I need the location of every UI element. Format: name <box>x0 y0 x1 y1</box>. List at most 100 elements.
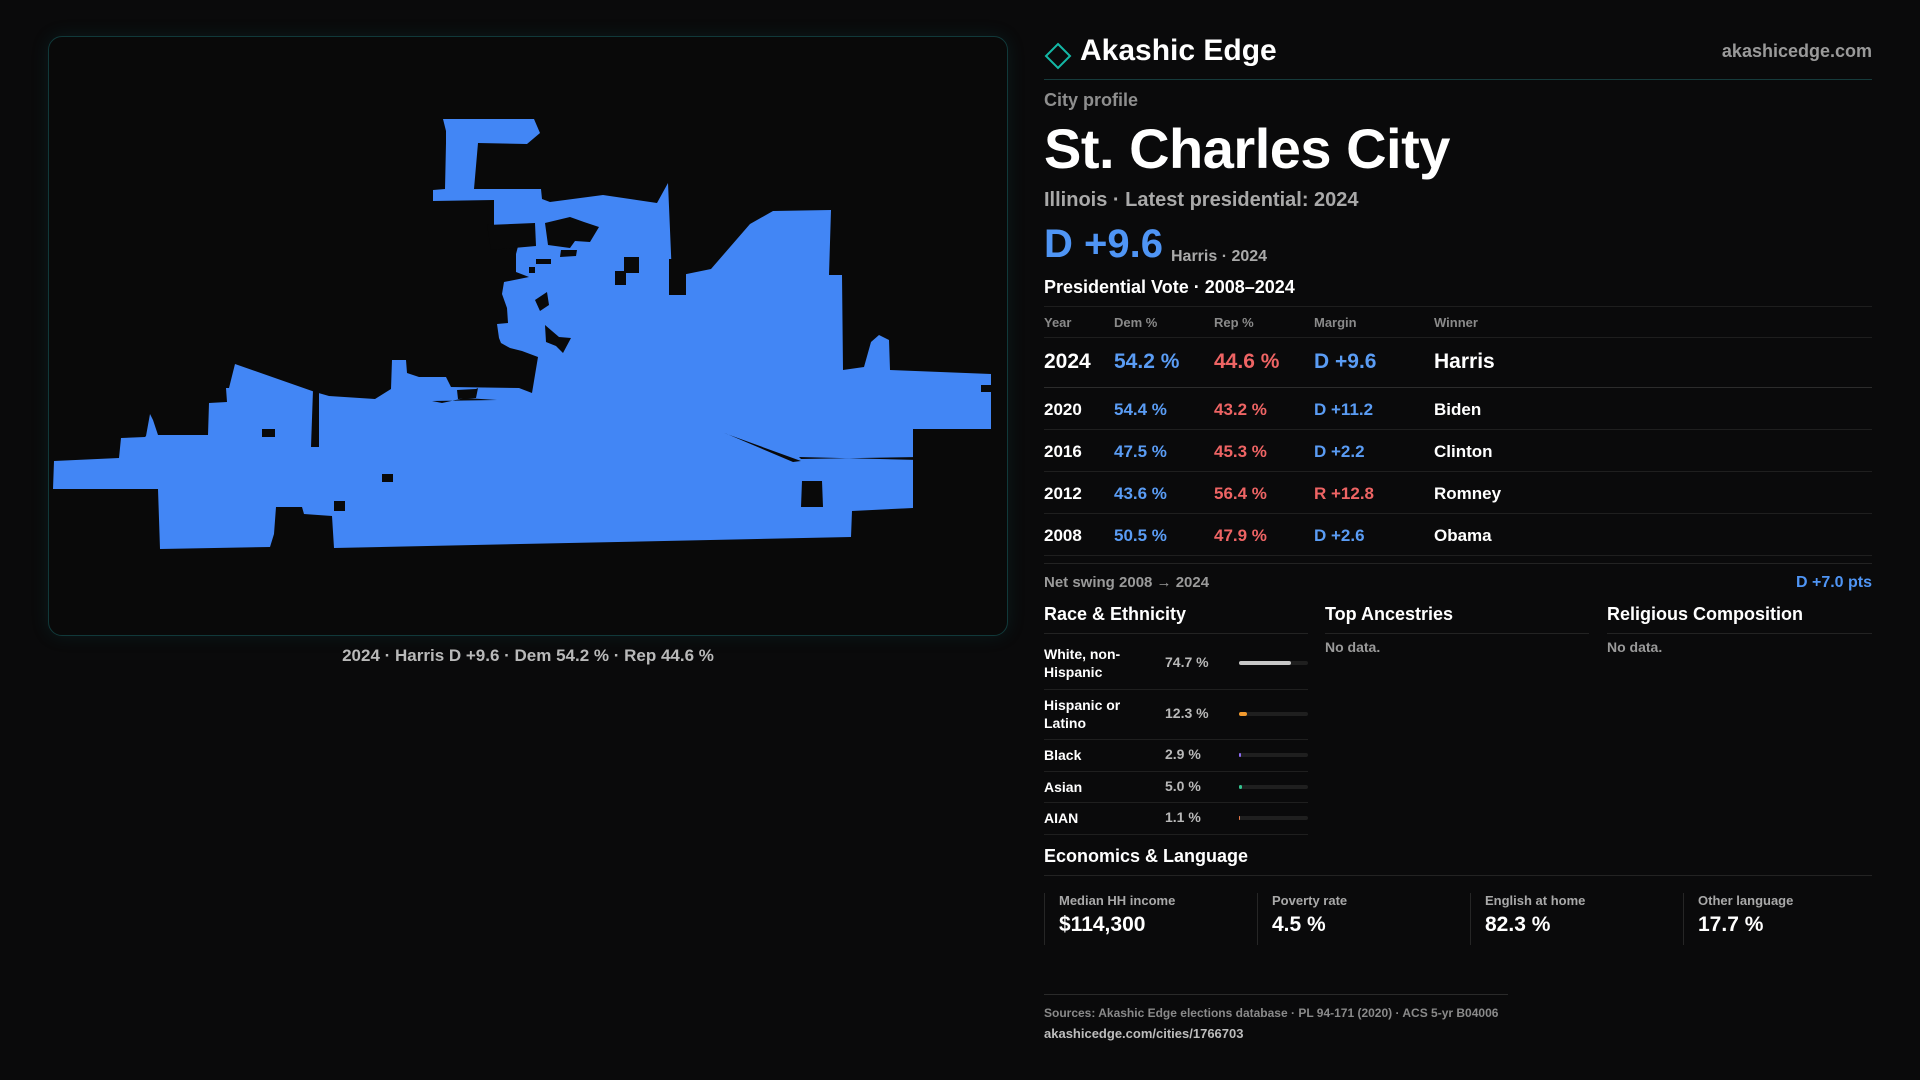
race-value: 12.3 % <box>1165 705 1209 721</box>
table-row: 2008 50.5 % 47.9 % D +2.6 Obama <box>1044 514 1872 556</box>
economics-section-title: Economics & Language <box>1044 846 1249 866</box>
race-bar-track <box>1239 661 1308 665</box>
race-bar-track <box>1239 753 1308 757</box>
cell-year: 2016 <box>1044 442 1082 461</box>
cell-margin: D +9.6 <box>1314 350 1377 373</box>
headline-margin: D +9.6 <box>1044 222 1163 266</box>
race-row: AIAN 1.1 % <box>1044 803 1308 835</box>
column-header-year: Year <box>1044 315 1072 330</box>
cell-rep: 56.4 % <box>1214 484 1267 503</box>
profile-subtitle: Illinois · Latest presidential: 2024 <box>1044 189 1359 211</box>
stat-english-at-home: English at home 82.3 % <box>1470 893 1680 945</box>
profile-kind-label: City profile <box>1044 90 1139 110</box>
table-row: 2020 54.4 % 43.2 % D +11.2 Biden <box>1044 388 1872 430</box>
cell-dem: 54.2 % <box>1114 350 1180 373</box>
table-header: Year Dem % Rep % Margin Winner <box>1044 306 1872 338</box>
race-label: White, non-Hispanic <box>1044 646 1121 680</box>
religion-section-title: Religious Composition <box>1607 604 1803 624</box>
cell-winner: Romney <box>1434 484 1502 503</box>
cell-year: 2020 <box>1044 400 1082 419</box>
map-caption: 2024 · Harris D +9.6 · Dem 54.2 % · Rep … <box>342 646 714 665</box>
race-row: White, non-Hispanic 74.7 % <box>1044 640 1308 690</box>
brand-name: Akashic Edge <box>1080 34 1277 67</box>
cell-rep: 44.6 % <box>1214 350 1280 373</box>
city-boundary-map[interactable] <box>48 36 1008 636</box>
cell-margin: D +2.6 <box>1314 526 1365 545</box>
race-row: Hispanic or Latino 12.3 % <box>1044 690 1308 740</box>
race-bar-track <box>1239 712 1308 716</box>
religion-section-header: Religious Composition <box>1607 600 1872 634</box>
cell-margin: D +2.2 <box>1314 442 1365 461</box>
cell-winner: Clinton <box>1434 442 1493 461</box>
city-profile-panel: Akashic Edge akashicedge.com City profil… <box>1044 0 1872 1080</box>
headline-note: Harris · 2024 <box>1171 248 1268 265</box>
cell-winner: Harris <box>1434 350 1495 373</box>
race-value: 74.7 % <box>1165 654 1209 670</box>
race-bar-fill <box>1239 661 1291 665</box>
cell-year: 2008 <box>1044 526 1082 545</box>
net-swing-row: Net swing 2008 → 2024 D +7.0 pts <box>1044 563 1872 593</box>
race-bar-fill <box>1239 712 1248 716</box>
stat-value: 4.5 % <box>1272 913 1326 936</box>
city-boundary-svg <box>53 119 991 549</box>
stat-label: Poverty rate <box>1272 893 1348 908</box>
stat-median-income: Median HH income $114,300 <box>1044 893 1254 945</box>
presidential-vote-table: Year Dem % Rep % Margin Winner 2024 54.2… <box>1044 306 1872 556</box>
race-value: 2.9 % <box>1165 746 1201 762</box>
vote-table-title: Presidential Vote · 2008–2024 <box>1044 277 1295 297</box>
diamond-logo-icon <box>1044 42 1072 70</box>
cell-rep: 47.9 % <box>1214 526 1267 545</box>
column-header-winner: Winner <box>1434 315 1478 330</box>
column-header-margin: Margin <box>1314 315 1357 330</box>
table-row: 2012 43.6 % 56.4 % R +12.8 Romney <box>1044 472 1872 514</box>
ancestries-empty: No data. <box>1325 639 1381 655</box>
cell-rep: 45.3 % <box>1214 442 1267 461</box>
column-header-dem: Dem % <box>1114 315 1158 330</box>
stat-label: English at home <box>1485 893 1586 908</box>
stat-value: $114,300 <box>1059 913 1146 936</box>
net-swing-value: D +7.0 pts <box>1795 574 1872 591</box>
religion-empty: No data. <box>1607 639 1663 655</box>
stat-poverty-rate: Poverty rate 4.5 % <box>1257 893 1467 945</box>
cell-winner: Obama <box>1434 526 1492 545</box>
table-row: 2024 54.2 % 44.6 % D +9.6 Harris <box>1044 338 1872 388</box>
stat-other-language: Other language 17.7 % <box>1683 893 1893 945</box>
column-header-rep: Rep % <box>1214 315 1254 330</box>
cell-dem: 43.6 % <box>1114 484 1167 503</box>
race-value: 1.1 % <box>1165 809 1201 825</box>
cell-rep: 43.2 % <box>1214 400 1267 419</box>
race-bar-track <box>1239 816 1308 820</box>
cell-margin: D +11.2 <box>1314 400 1374 419</box>
table-row: 2016 47.5 % 45.3 % D +2.2 Clinton <box>1044 430 1872 472</box>
sources-note: Sources: Akashic Edge elections database… <box>1044 1006 1499 1020</box>
economics-divider <box>1044 875 1872 876</box>
cell-margin: R +12.8 <box>1314 484 1375 503</box>
stat-label: Median HH income <box>1059 893 1176 908</box>
stat-value: 82.3 % <box>1485 913 1551 936</box>
race-bar-track <box>1239 785 1308 789</box>
cell-dem: 47.5 % <box>1114 442 1167 461</box>
race-label: Black <box>1044 747 1082 763</box>
race-section-title: Race & Ethnicity <box>1044 604 1187 624</box>
race-bar-fill <box>1239 816 1241 820</box>
brand-url-link[interactable]: akashicedge.com <box>1721 41 1872 61</box>
race-bar-fill <box>1239 785 1243 789</box>
ancestries-section-header: Top Ancestries <box>1325 600 1589 634</box>
stat-label: Other language <box>1698 893 1794 908</box>
footer-divider <box>1044 994 1508 995</box>
stat-value: 17.7 % <box>1698 913 1764 936</box>
net-swing-label: Net swing 2008 → 2024 <box>1044 574 1210 591</box>
map-holes <box>262 217 991 511</box>
cell-winner: Biden <box>1434 400 1482 419</box>
cell-dem: 50.5 % <box>1114 526 1167 545</box>
race-section-header: Race & Ethnicity <box>1044 600 1308 634</box>
footer-url-link[interactable]: akashicedge.com/cities/1766703 <box>1044 1026 1244 1041</box>
race-row: Black 2.9 % <box>1044 740 1308 772</box>
page-title: St. Charles City <box>1044 117 1450 180</box>
cell-year: 2024 <box>1044 350 1091 373</box>
brand-header: Akashic Edge akashicedge.com <box>1044 30 1872 80</box>
race-label: AIAN <box>1044 810 1079 826</box>
race-value: 5.0 % <box>1165 778 1201 794</box>
race-row: Asian 5.0 % <box>1044 772 1308 803</box>
city-boundary-shape <box>53 119 991 549</box>
